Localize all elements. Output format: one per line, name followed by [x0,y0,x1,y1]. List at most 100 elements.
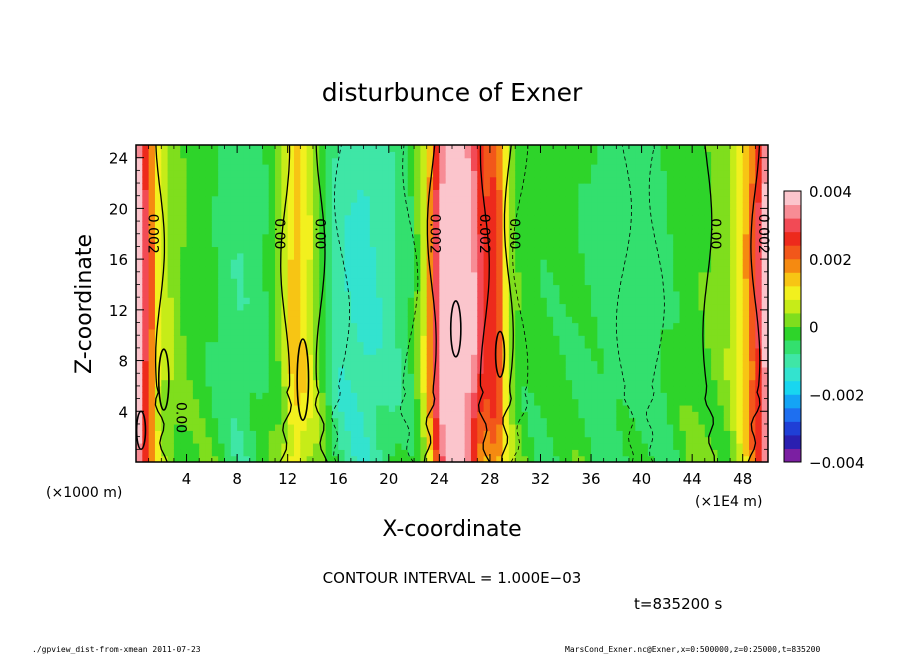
heatmap-cell [388,246,396,254]
heatmap-cell [300,271,308,279]
heatmap-cell [142,442,150,450]
heatmap-cell [635,157,643,165]
heatmap-cell [736,164,744,171]
heatmap-cell [154,208,162,216]
heatmap-cell [546,335,554,343]
heatmap-cell [148,436,156,444]
heatmap-cell [521,240,529,248]
heatmap-cell [211,233,219,241]
heatmap-cell [142,341,150,349]
heatmap-cell [464,354,472,362]
heatmap-cell [521,455,529,462]
heatmap-cell [275,423,282,431]
heatmap-cell [546,170,554,178]
heatmap-cell [433,366,440,374]
heatmap-cell [527,189,535,197]
heatmap-cell [420,335,428,343]
heatmap-cell [300,423,308,431]
heatmap-cell [388,442,396,450]
heatmap-cell [470,189,478,197]
heatmap-cell [350,316,358,324]
heatmap-cell [142,265,150,273]
heatmap-cell [483,322,491,330]
heatmap-cell [584,411,592,419]
heatmap-cell [527,284,535,292]
heatmap-cell [300,252,308,260]
heatmap-cell [673,322,681,330]
heatmap-cell [218,392,226,400]
heatmap-cell [407,309,415,317]
heatmap-cell [591,328,598,336]
heatmap-cell [275,316,282,324]
heatmap-cell [192,233,200,241]
heatmap-cell [167,455,175,462]
heatmap-cell [306,404,314,412]
heatmap-cell [350,246,358,254]
heatmap-cell [445,214,453,222]
heatmap-cell [534,392,542,400]
heatmap-cell [357,240,365,248]
heatmap-cell [654,316,662,324]
heatmap-cell [357,303,365,311]
heatmap-cell [319,157,327,165]
heatmap-cell [363,430,371,438]
heatmap-cell [136,145,143,152]
heatmap-cell [426,411,434,419]
heatmap-cell [641,303,649,311]
heatmap-cell [167,208,175,216]
heatmap-cell [180,189,188,197]
heatmap-cell [192,385,200,393]
heatmap-cell [698,252,706,260]
heatmap-cell [591,233,598,241]
heatmap-cell [262,265,270,273]
heatmap-cell [382,271,390,279]
heatmap-cell [136,417,143,425]
heatmap-cell [711,214,719,222]
heatmap-cell [211,221,219,229]
heatmap-cell [452,309,459,317]
heatmap-cell [382,164,390,171]
heatmap-cell [218,309,226,317]
heatmap-cell [136,189,143,197]
heatmap-cell [401,366,409,374]
heatmap-cell [483,278,491,286]
heatmap-cell [685,398,693,406]
heatmap-cell [433,157,440,165]
heatmap-cell [521,208,529,216]
heatmap-cell [717,246,725,254]
heatmap-cell [287,379,295,387]
heatmap-cell [376,221,384,229]
heatmap-cell [338,442,346,450]
heatmap-cell [489,259,497,267]
heatmap-cell [603,436,611,444]
heatmap-cell [483,442,491,450]
heatmap-cell [237,309,245,317]
heatmap-cell [268,284,276,292]
heatmap-cell [610,442,617,450]
heatmap-cell [660,176,668,184]
heatmap-cell [338,303,346,311]
heatmap-cell [521,195,529,203]
heatmap-cell [407,164,415,171]
heatmap-cell [730,221,737,229]
heatmap-cell [167,303,175,311]
heatmap-cell [508,411,516,419]
heatmap-cell [287,233,295,241]
heatmap-cell [256,246,263,254]
heatmap-cell [470,423,478,431]
heatmap-cell [243,290,251,298]
heatmap-cell [344,404,352,412]
heatmap-cell [553,309,561,317]
heatmap-cell [622,449,630,457]
heatmap-cell [331,252,339,260]
heatmap-cell [275,392,282,400]
heatmap-cell [508,284,516,292]
heatmap-cell [414,347,421,355]
heatmap-cell [597,151,605,159]
heatmap-cell [502,164,510,171]
heatmap-cell [287,354,295,362]
heatmap-cell [275,183,282,190]
heatmap-cell [256,335,263,343]
heatmap-cell [331,246,339,254]
heatmap-cell [578,385,586,393]
